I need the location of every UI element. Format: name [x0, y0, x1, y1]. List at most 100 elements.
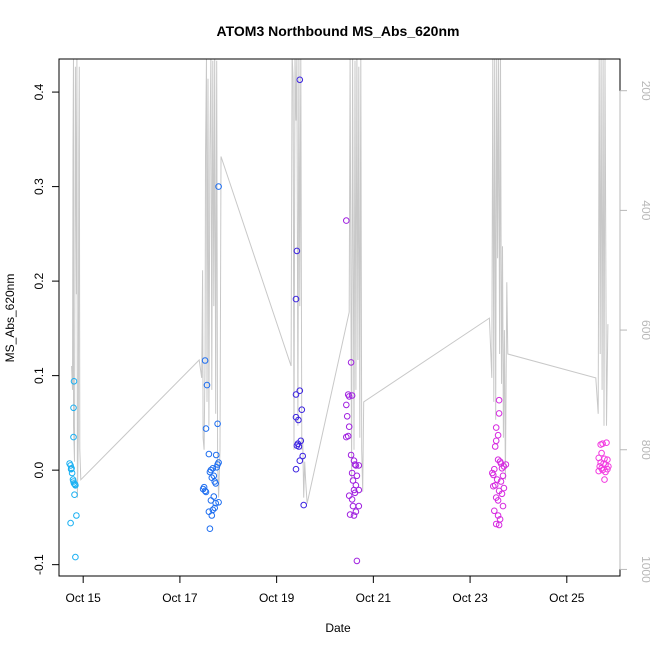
data-point [70, 404, 77, 412]
x-tick-label: Oct 15 [66, 591, 102, 605]
data-point [499, 472, 507, 480]
y-tick-label: 0.1 [32, 367, 46, 384]
data-point [497, 478, 505, 485]
data-point [502, 461, 510, 468]
x-tick-label: Oct 17 [162, 591, 198, 605]
data-point [292, 391, 300, 398]
data-point [210, 493, 218, 500]
data-point [70, 433, 77, 441]
data-point [70, 378, 78, 385]
data-point [292, 465, 300, 473]
data-point [71, 491, 78, 499]
data-point [492, 424, 500, 431]
x-tick-label: Oct 25 [549, 591, 585, 605]
y2-tick-label: 1000 [639, 556, 650, 583]
data-point [494, 497, 502, 504]
data-point [495, 410, 503, 417]
data-point [295, 416, 302, 424]
chart-title: ATOM3 Northbound MS_Abs_620nm [217, 23, 460, 39]
y-tick-label: -0.1 [32, 554, 46, 575]
data-point [344, 432, 352, 440]
data-point [498, 490, 506, 498]
data-point [67, 519, 74, 527]
data-point [347, 359, 355, 366]
data-point [214, 461, 221, 468]
data-point [603, 439, 610, 447]
data-point [500, 463, 508, 470]
x-axis-label: Date [325, 621, 351, 635]
data-point [67, 462, 74, 469]
data-point [350, 486, 358, 494]
data-point [352, 508, 360, 516]
y2-tick-label: 800 [639, 440, 650, 460]
data-point [212, 499, 219, 507]
points-layer [66, 76, 612, 565]
x-tick-label: Oct 23 [452, 591, 488, 605]
y-tick-label: 0.0 [32, 461, 46, 478]
data-point [73, 512, 80, 519]
data-point [214, 420, 221, 428]
y2-tick-label: 200 [639, 81, 650, 101]
data-point [298, 406, 306, 414]
data-point [498, 465, 506, 472]
data-point [494, 512, 502, 519]
data-point [212, 480, 219, 487]
data-point [347, 451, 355, 459]
data-point [68, 469, 76, 477]
data-point [343, 217, 350, 224]
data-point [597, 441, 605, 448]
data-point [343, 413, 351, 420]
data-point [499, 502, 507, 510]
y-tick-label: 0.4 [32, 83, 46, 100]
data-point [206, 525, 214, 533]
y2-tick-label: 600 [639, 320, 650, 340]
data-point [296, 76, 304, 84]
data-point [295, 443, 303, 450]
data-point [203, 381, 211, 389]
data-point [213, 464, 220, 471]
data-point [595, 467, 603, 475]
data-point [349, 502, 357, 510]
data-point [72, 482, 79, 489]
data-point [350, 512, 358, 519]
data-point [72, 553, 79, 561]
series-3 [343, 217, 363, 565]
data-point [605, 463, 612, 470]
plot-frame [58, 58, 621, 577]
series-2 [292, 76, 308, 509]
series-5 [595, 439, 612, 483]
data-point [68, 465, 75, 472]
data-point [491, 482, 499, 489]
series-1 [199, 183, 222, 533]
data-point [353, 557, 361, 565]
data-point [296, 457, 304, 465]
altitude-line [71, 59, 609, 504]
data-point [353, 472, 361, 480]
data-point [299, 452, 307, 460]
y-tick-label: 0.2 [32, 272, 46, 289]
series-4 [489, 396, 510, 529]
data-point [349, 477, 357, 484]
data-point [348, 469, 356, 477]
data-point [490, 471, 497, 479]
data-point [495, 396, 503, 404]
data-point [494, 431, 502, 439]
data-point [348, 496, 356, 503]
data-point [207, 497, 215, 504]
series-0 [66, 378, 80, 561]
data-point [199, 485, 207, 493]
y2-axis: 200 400 600 800 1000 [619, 81, 650, 583]
data-point [201, 357, 209, 364]
data-point [296, 387, 304, 395]
data-point [492, 520, 500, 528]
data-point [598, 449, 605, 457]
data-point [491, 443, 499, 450]
data-point [215, 183, 222, 190]
y-axis-label: MS_Abs_620nm [3, 274, 17, 363]
y2-tick-label: 400 [639, 200, 650, 220]
data-point [212, 451, 220, 459]
data-point [206, 468, 214, 476]
data-point [352, 462, 360, 469]
data-point [345, 423, 353, 431]
